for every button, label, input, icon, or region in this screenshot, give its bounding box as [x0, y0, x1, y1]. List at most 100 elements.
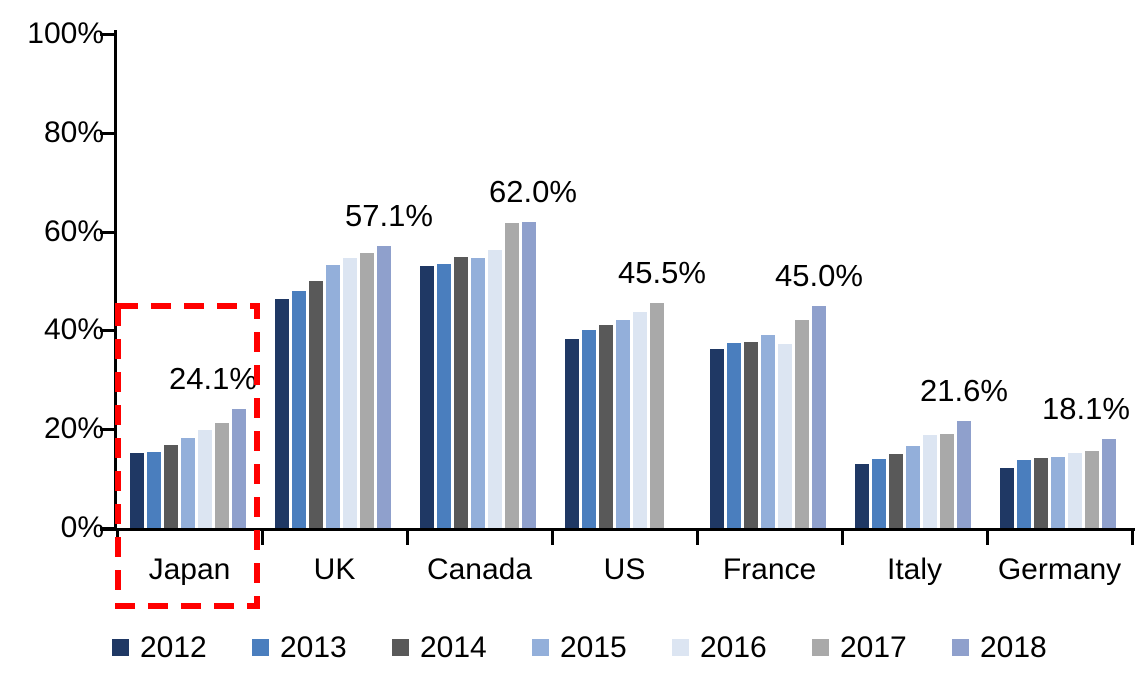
y-axis-label: 40%	[43, 313, 104, 347]
legend-item-2014: 2014	[392, 628, 532, 668]
bar-france-2014	[744, 342, 758, 528]
value-label-germany: 18.1%	[1042, 390, 1130, 426]
y-axis-tick	[100, 428, 115, 432]
x-axis-tick	[116, 528, 119, 545]
bar-france-2017	[795, 320, 809, 528]
bar-germany-2014	[1034, 458, 1048, 528]
bar-uk-2014	[309, 280, 323, 528]
category-label-italy: Italy	[886, 553, 943, 586]
bar-germany-2015	[1051, 456, 1065, 528]
y-axis-tick	[100, 329, 115, 333]
bar-uk-2017	[360, 252, 374, 528]
legend-swatch-2017	[812, 639, 829, 656]
bar-japan-2018	[232, 408, 246, 528]
y-axis-label: 80%	[43, 115, 104, 149]
y-axis-tick	[100, 527, 115, 530]
bar-uk-2013	[292, 290, 306, 528]
bar-germany-2013	[1017, 459, 1031, 528]
bar-us-2015	[616, 320, 630, 528]
legend-swatch-2013	[252, 639, 269, 656]
category-label-uk: UK	[313, 553, 356, 586]
x-axis-tick	[986, 528, 989, 545]
bar-japan-2014	[164, 444, 178, 528]
y-axis-label: 60%	[43, 214, 104, 248]
bar-france-2015	[761, 334, 775, 528]
legend-label-2015: 2015	[560, 631, 627, 664]
legend-label-2013: 2013	[280, 631, 347, 664]
legend-swatch-2012	[112, 639, 129, 656]
y-axis-label: 0%	[60, 511, 104, 544]
bar-uk-2012	[275, 298, 289, 528]
bar-us-2014	[599, 325, 613, 528]
x-axis-tick	[406, 528, 409, 545]
y-axis-label: 100%	[27, 17, 104, 50]
bar-us-2016	[633, 312, 647, 528]
y-axis-tick	[100, 131, 115, 135]
value-label-uk: 57.1%	[345, 197, 433, 233]
category-label-france: France	[722, 553, 817, 586]
bar-canada-2014	[454, 256, 468, 528]
bar-uk-2015	[326, 264, 340, 528]
value-label-italy: 21.6%	[920, 373, 1008, 409]
x-axis-tick	[261, 528, 264, 545]
category-label-us: US	[603, 553, 646, 586]
bar-canada-2016	[488, 249, 502, 528]
legend-label-2014: 2014	[420, 631, 487, 664]
bar-canada-2017	[505, 223, 519, 528]
legend: 2012 2013 2014 2015 2016 2017 2018	[0, 628, 1142, 673]
category-label-japan: Japan	[148, 553, 231, 586]
bar-us-2012	[565, 339, 579, 528]
legend-label-2016: 2016	[700, 631, 767, 664]
bar-france-2018	[812, 305, 826, 528]
legend-label-2012: 2012	[140, 631, 207, 664]
value-label-us: 45.5%	[618, 255, 706, 291]
bar-france-2012	[710, 349, 724, 528]
bar-italy-2015	[906, 446, 920, 528]
value-label-france: 45.0%	[775, 257, 863, 293]
bar-italy-2018	[957, 421, 971, 528]
bar-japan-2012	[130, 453, 144, 528]
category-label-germany: Germany	[997, 553, 1122, 586]
legend-label-2017: 2017	[840, 631, 907, 664]
x-axis-tick	[696, 528, 699, 545]
bar-germany-2018	[1102, 438, 1116, 528]
y-axis-line	[114, 30, 117, 531]
x-axis-tick	[1131, 528, 1134, 545]
bar-italy-2014	[889, 453, 903, 528]
bar-uk-2016	[343, 257, 357, 528]
bar-canada-2013	[437, 264, 451, 528]
bar-us-2017	[650, 303, 664, 528]
bar-italy-2012	[855, 463, 869, 528]
legend-item-2017: 2017	[812, 628, 952, 668]
value-label-japan: 24.1%	[169, 360, 257, 396]
legend-item-2018: 2018	[952, 628, 1092, 668]
bar-france-2013	[727, 342, 741, 528]
bar-japan-2016	[198, 430, 212, 528]
bar-us-2013	[582, 329, 596, 528]
legend-label-2018: 2018	[980, 631, 1047, 664]
bar-japan-2015	[181, 438, 195, 528]
bar-italy-2013	[872, 459, 886, 528]
japan-highlight-box	[115, 303, 260, 609]
x-axis-tick	[841, 528, 844, 545]
category-label-canada: Canada	[426, 553, 533, 586]
x-axis-tick	[551, 528, 554, 545]
legend-item-2015: 2015	[532, 628, 672, 668]
legend-item-2016: 2016	[672, 628, 812, 668]
bar-canada-2012	[420, 266, 434, 528]
value-label-canada: 62.0%	[489, 173, 577, 209]
bar-canada-2018	[522, 221, 536, 528]
legend-swatch-2018	[952, 639, 969, 656]
legend-item-2013: 2013	[252, 628, 392, 668]
bar-germany-2012	[1000, 467, 1014, 528]
y-axis-label: 20%	[43, 412, 104, 446]
y-axis-tick	[100, 33, 115, 36]
x-axis-line	[100, 528, 1135, 531]
legend-item-2012: 2012	[112, 628, 252, 668]
bar-italy-2017	[940, 434, 954, 528]
bar-canada-2015	[471, 257, 485, 528]
bar-uk-2018	[377, 245, 391, 528]
bar-germany-2016	[1068, 453, 1082, 528]
bar-france-2016	[778, 343, 792, 528]
